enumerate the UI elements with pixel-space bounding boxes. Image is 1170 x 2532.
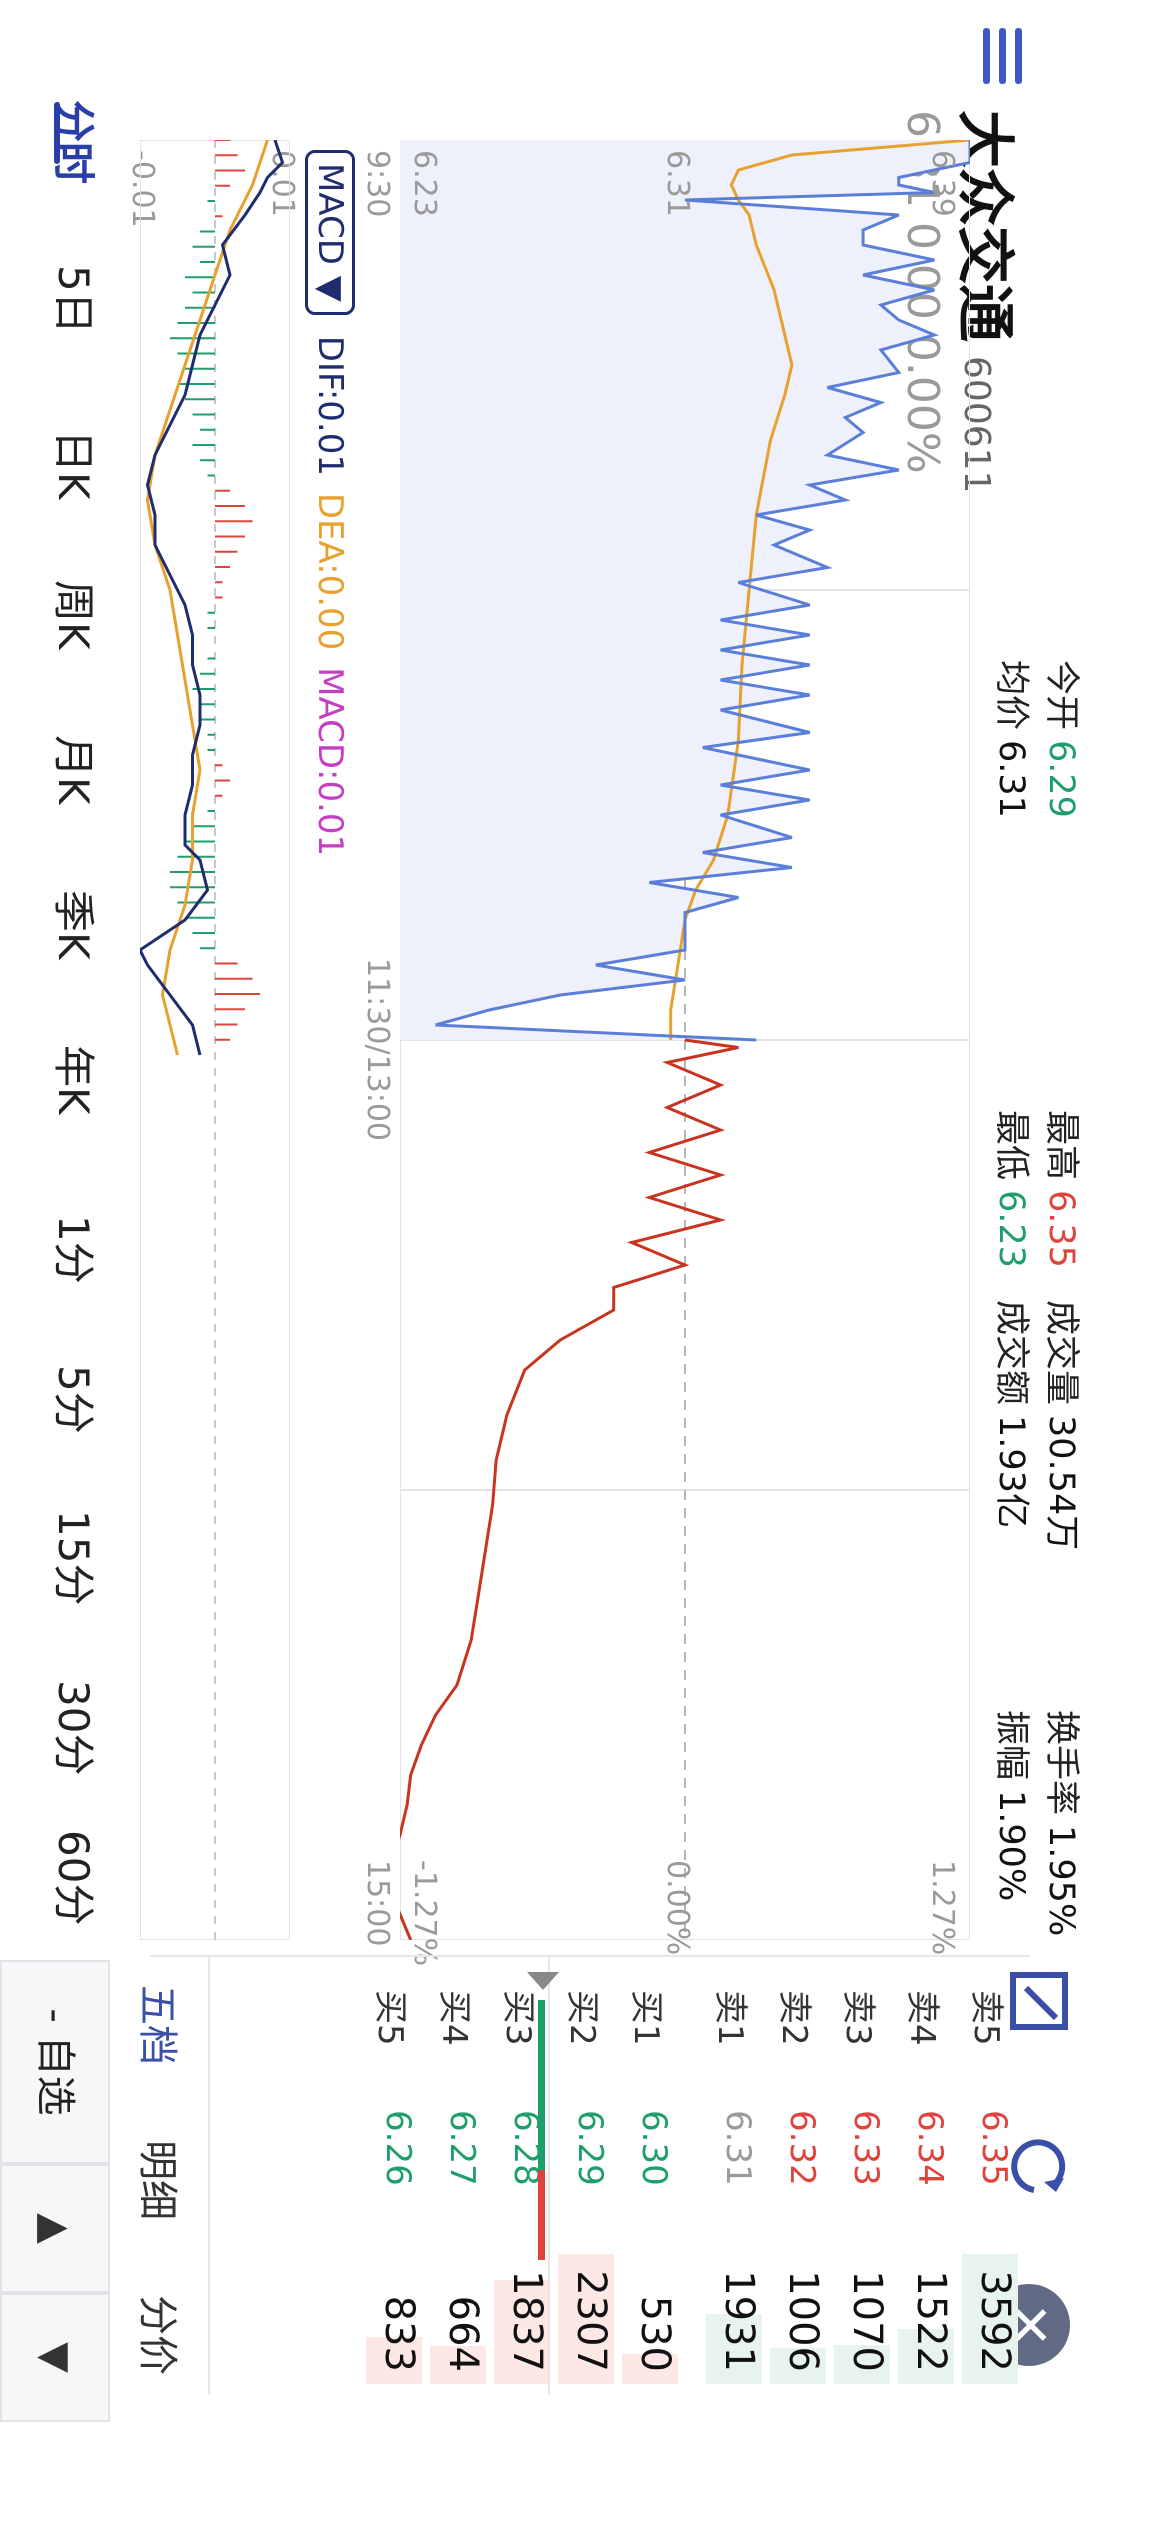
bid-row: 买4 6.27 664 (428, 1960, 488, 2390)
x-tick-close: 15:00 (360, 1860, 395, 1947)
level-label: 买2 (562, 1990, 602, 2046)
level-volume: 664 (440, 2295, 486, 2372)
active-tab-indicator (54, 102, 60, 164)
stat-turnover-rate: 换手率1.95% (1041, 1710, 1081, 1937)
menu-icon[interactable] (976, 28, 1022, 84)
expand-icon[interactable] (1008, 1970, 1070, 2032)
tab-quarter-k[interactable]: 季K (49, 890, 98, 960)
tab-30min[interactable]: 30分 (49, 1680, 98, 1776)
add-watchlist-button[interactable]: - 自选 (0, 1960, 110, 2164)
level-label: 卖3 (838, 1990, 878, 2046)
tab-1min[interactable]: 1分 (49, 1215, 98, 1284)
dif-line (140, 140, 285, 1056)
level-label: 买5 (370, 1990, 410, 2046)
level-price: 6.32 (782, 2110, 822, 2186)
price-area-fill (400, 140, 970, 1040)
level-volume: 833 (376, 2295, 422, 2372)
tab-price-distribution[interactable]: 分价 (134, 2295, 180, 2375)
bid-ask-strip-green (538, 2000, 545, 2170)
stat-low: 最低6.23 (991, 1110, 1031, 1268)
stat-open: 今开6.29 (1041, 660, 1081, 818)
y-tick-mid: 6.31 (660, 150, 695, 217)
tab-year-k[interactable]: 年K (49, 1045, 98, 1115)
tab-15min[interactable]: 15分 (49, 1510, 98, 1606)
stat-turnover: 成交额1.93亿 (991, 1300, 1031, 1528)
level-volume: 2307 (568, 2270, 614, 2372)
bid-ask-strip-red (538, 2170, 545, 2260)
level-label: 卖1 (710, 1990, 750, 2046)
tab-week-k[interactable]: 周K (49, 580, 98, 650)
up-arrow-icon[interactable]: ▲ (0, 2164, 110, 2293)
intraday-chart[interactable] (400, 140, 970, 1940)
macd-chart[interactable] (140, 140, 290, 1940)
level-price: 6.26 (378, 2110, 418, 2186)
macd-selector[interactable]: MACD ▼ (305, 150, 355, 315)
down-arrow-icon[interactable]: ▼ (0, 2293, 110, 2422)
tab-day-k[interactable]: 日K (49, 430, 98, 500)
tab-60min[interactable]: 60分 (49, 1830, 98, 1926)
tab-detail[interactable]: 明细 (134, 2140, 180, 2220)
y-tick-pct-high: 1.27% (925, 1860, 960, 1956)
level-price: 6.34 (910, 2110, 950, 2186)
ask-row: 卖3 6.33 1070 (832, 1960, 892, 2390)
stat-volume: 成交量30.54万 (1041, 1300, 1081, 1551)
stat-avg: 均价6.31 (991, 660, 1031, 818)
current-price-marker-icon (527, 1972, 559, 1990)
ask-row: 卖5 6.35 3592 (960, 1960, 1020, 2390)
level-volume: 3592 (972, 2270, 1018, 2372)
average-price-line (669, 140, 970, 1040)
level-label: 买4 (434, 1990, 474, 2046)
bid-row: 买5 6.26 833 (364, 1960, 424, 2390)
macd-value: MACD:0.01 (310, 667, 350, 857)
level-price: 6.33 (846, 2110, 886, 2186)
ask-row: 卖2 6.32 1006 (768, 1960, 828, 2390)
dif-value: DIF:0.01 (310, 335, 350, 476)
level-volume: 1931 (716, 2270, 762, 2372)
level-label: 买1 (626, 1990, 666, 2046)
tab-five-levels[interactable]: 五档 (134, 1985, 180, 2065)
tab-month-k[interactable]: 月K (49, 735, 98, 805)
tab-5min[interactable]: 5分 (49, 1365, 98, 1434)
tab-5day[interactable]: 5日 (49, 265, 98, 334)
afternoon-price-line (400, 1038, 739, 1940)
level-label: 卖4 (902, 1990, 942, 2046)
bid-row: 买1 6.30 530 (620, 1960, 680, 2390)
orderbook-tab-divider (208, 1955, 210, 2395)
ask-row: 卖4 6.34 1522 (896, 1960, 956, 2390)
y-tick-pct-mid: 0.00% (660, 1860, 695, 1956)
level-price: 6.31 (718, 2110, 758, 2186)
level-label: 卖2 (774, 1990, 814, 2046)
macd-legend: MACD ▼ DIF:0.01 DEA:0.00 MACD:0.01 (305, 150, 355, 857)
level-volume: 1006 (780, 2270, 826, 2372)
refresh-icon[interactable] (1006, 2134, 1070, 2198)
dea-line (145, 140, 269, 1056)
bid-row: 买2 6.29 2307 (556, 1960, 616, 2390)
orderbook-midline (548, 1955, 550, 2395)
level-volume: 1522 (908, 2270, 954, 2372)
y-tick-high: 6.39 (925, 150, 960, 217)
level-volume: 1837 (504, 2270, 550, 2372)
macd-histogram (170, 140, 260, 1041)
level-price: 6.27 (442, 2110, 482, 2186)
stat-high: 最高6.35 (1041, 1110, 1081, 1268)
y-tick-pct-low: -1.27% (407, 1860, 442, 1967)
dea-value: DEA:0.00 (310, 492, 350, 651)
stat-amplitude: 振幅1.90% (991, 1710, 1031, 1902)
level-volume: 530 (632, 2295, 678, 2372)
period-tabs: 分时 5日 日K 周K 月K 季K 年K 1分 5分 15分 30分 60分 (5, 100, 115, 1950)
y-tick-low: 6.23 (407, 150, 442, 217)
level-label: 卖5 (966, 1990, 1006, 2046)
level-price: 6.29 (570, 2110, 610, 2186)
level-price: 6.30 (634, 2110, 674, 2186)
level-volume: 1070 (844, 2270, 890, 2372)
ask-row: 卖1 6.31 1931 (704, 1960, 764, 2390)
price-line (435, 140, 970, 1042)
orderbook-divider (150, 1955, 1030, 1957)
x-tick-open: 9:30 (360, 150, 395, 218)
x-tick-midday: 11:30/13:00 (360, 958, 395, 1142)
level-price: 6.35 (974, 2110, 1014, 2186)
